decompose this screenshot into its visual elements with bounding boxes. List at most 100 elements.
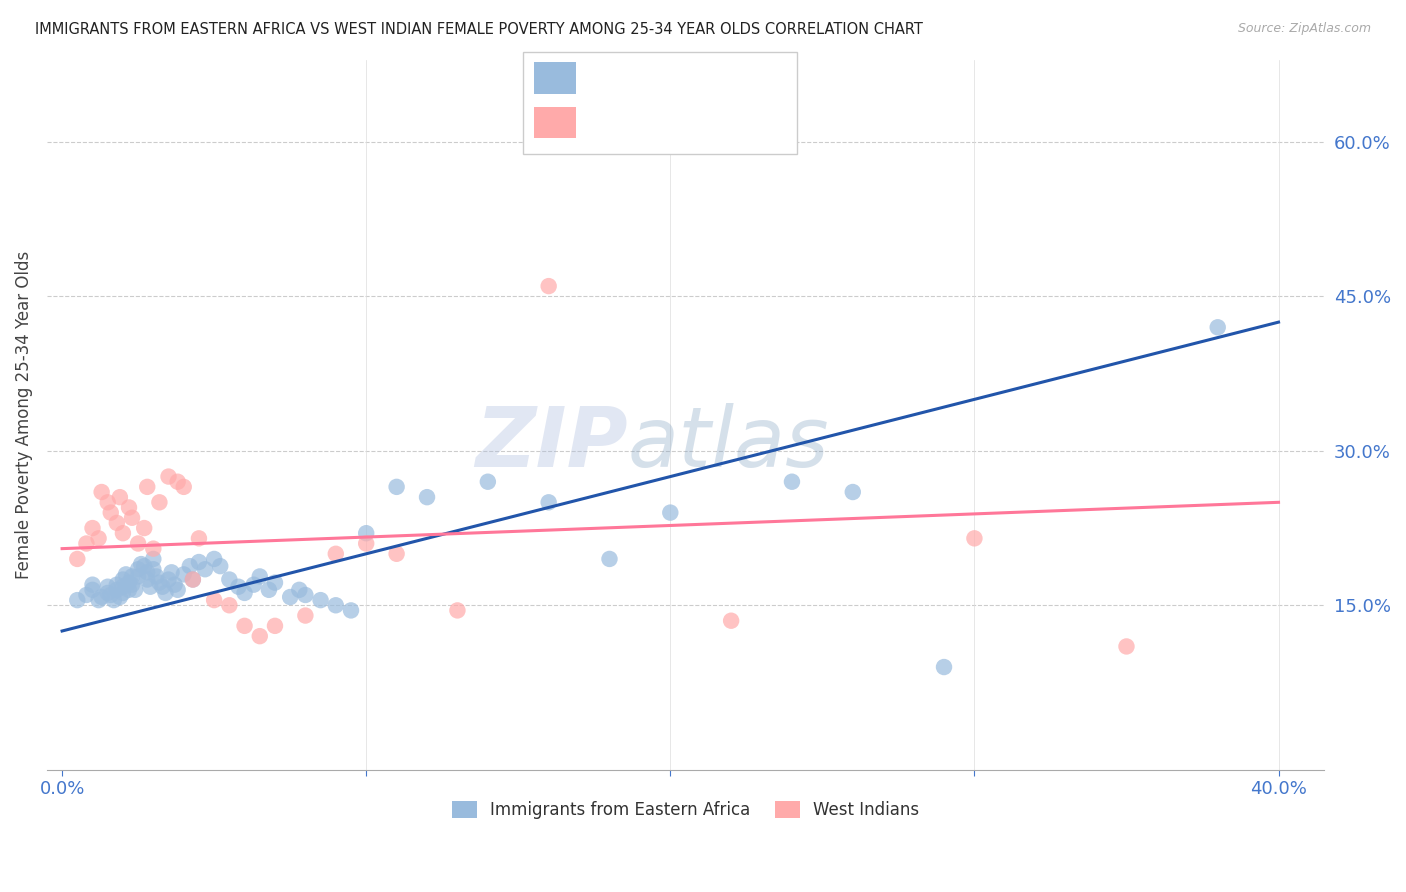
Point xyxy=(118,582,141,597)
Point xyxy=(1206,320,1229,334)
Point xyxy=(142,552,165,566)
Point xyxy=(136,566,159,580)
Point xyxy=(87,532,110,546)
Point xyxy=(842,485,865,500)
Point xyxy=(121,577,143,591)
Point xyxy=(264,619,287,633)
Point xyxy=(166,582,188,597)
Point xyxy=(82,582,104,597)
Point xyxy=(97,580,120,594)
Point xyxy=(75,588,97,602)
Point xyxy=(145,569,167,583)
Text: R =: R = xyxy=(588,67,630,86)
Point xyxy=(325,547,347,561)
Point xyxy=(134,521,156,535)
Point xyxy=(105,516,128,530)
Point xyxy=(780,475,803,489)
Point xyxy=(152,580,174,594)
Point xyxy=(598,552,620,566)
Point xyxy=(278,590,301,604)
Point xyxy=(173,480,195,494)
Point xyxy=(142,541,165,556)
Point xyxy=(97,586,120,600)
Point xyxy=(720,614,742,628)
Point xyxy=(181,573,204,587)
Point xyxy=(66,593,89,607)
Point xyxy=(173,567,195,582)
Point xyxy=(194,562,217,576)
Text: R =: R = xyxy=(588,112,630,130)
Text: 0.080: 0.080 xyxy=(623,112,678,130)
Point xyxy=(179,559,201,574)
Point xyxy=(257,582,280,597)
Point xyxy=(249,569,271,583)
Text: ZIP: ZIP xyxy=(475,402,628,483)
Point xyxy=(127,536,149,550)
Point xyxy=(103,593,125,607)
Point xyxy=(354,536,377,550)
Point xyxy=(127,569,149,583)
Point xyxy=(218,573,240,587)
Point xyxy=(416,490,439,504)
Point xyxy=(129,557,152,571)
Point xyxy=(108,490,131,504)
Point xyxy=(932,660,955,674)
Point xyxy=(124,582,146,597)
Point xyxy=(325,599,347,613)
Point xyxy=(82,521,104,535)
Point xyxy=(97,495,120,509)
Point xyxy=(218,599,240,613)
Point xyxy=(87,593,110,607)
Point xyxy=(446,603,468,617)
Point xyxy=(157,469,180,483)
Point xyxy=(66,552,89,566)
Point xyxy=(90,590,112,604)
Point xyxy=(233,619,256,633)
Point xyxy=(202,593,225,607)
Point xyxy=(134,559,156,574)
Point xyxy=(118,575,141,590)
Point xyxy=(115,567,138,582)
Text: atlas: atlas xyxy=(628,402,830,483)
Point xyxy=(385,480,408,494)
Point xyxy=(242,577,264,591)
Point xyxy=(537,279,560,293)
Point xyxy=(136,573,159,587)
Point xyxy=(121,569,143,583)
Point xyxy=(264,575,287,590)
Point xyxy=(385,547,408,561)
Text: N =: N = xyxy=(679,67,735,86)
Point xyxy=(111,580,134,594)
Point xyxy=(963,532,986,546)
Point xyxy=(166,475,188,489)
Point xyxy=(1115,640,1137,654)
Point xyxy=(111,573,134,587)
Y-axis label: Female Poverty Among 25-34 Year Olds: Female Poverty Among 25-34 Year Olds xyxy=(15,251,32,579)
Text: 36: 36 xyxy=(728,112,754,130)
Point xyxy=(309,593,332,607)
Point xyxy=(209,559,232,574)
Point xyxy=(90,485,112,500)
Point xyxy=(187,555,209,569)
Point xyxy=(105,582,128,597)
Point xyxy=(160,566,183,580)
Point xyxy=(294,608,316,623)
Text: IMMIGRANTS FROM EASTERN AFRICA VS WEST INDIAN FEMALE POVERTY AMONG 25-34 YEAR OL: IMMIGRANTS FROM EASTERN AFRICA VS WEST I… xyxy=(35,22,922,37)
Point xyxy=(127,562,149,576)
Point xyxy=(233,586,256,600)
Text: 0.488: 0.488 xyxy=(623,67,679,86)
Point xyxy=(118,500,141,515)
Point xyxy=(121,510,143,524)
Point xyxy=(187,532,209,546)
Point xyxy=(659,506,682,520)
Point xyxy=(100,588,122,602)
Point xyxy=(139,580,162,594)
Point xyxy=(100,506,122,520)
Point xyxy=(537,495,560,509)
Point xyxy=(136,480,159,494)
Point xyxy=(288,582,311,597)
Text: Source: ZipAtlas.com: Source: ZipAtlas.com xyxy=(1237,22,1371,36)
Point xyxy=(249,629,271,643)
Point xyxy=(228,580,250,594)
Point xyxy=(354,526,377,541)
